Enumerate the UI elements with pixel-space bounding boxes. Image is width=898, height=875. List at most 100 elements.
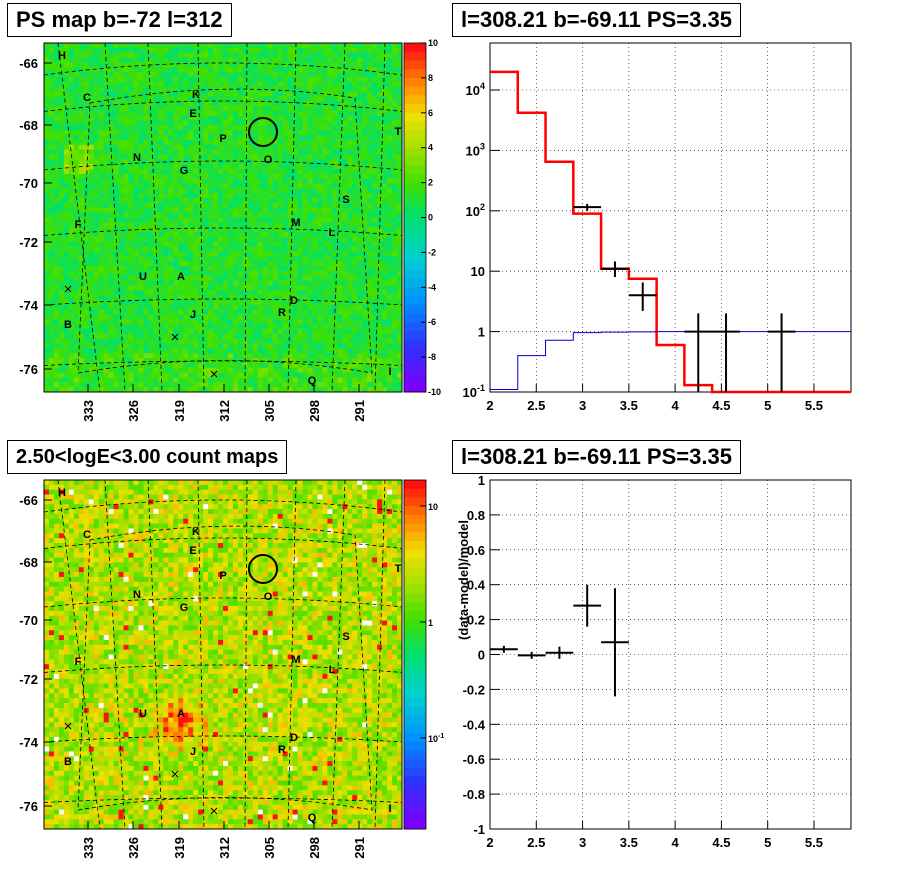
heatmap-cell [302, 324, 308, 330]
heatmap-cell [103, 319, 110, 325]
heatmap-cell [208, 169, 214, 175]
heatmap-cell [342, 135, 348, 141]
heatmap-cell [44, 280, 50, 286]
heatmap-cell [362, 246, 368, 252]
bottom-right-panel-title: l=308.21 b=-69.11 PS=3.35 [452, 440, 741, 474]
heatmap-cell [63, 295, 70, 301]
heatmap-cell [213, 319, 219, 325]
heatmap-cell [183, 86, 189, 92]
heatmap-cell [148, 290, 154, 296]
heatmap-cell [327, 125, 333, 131]
heatmap-cell [292, 348, 298, 354]
heatmap-cell [367, 57, 373, 63]
heatmap-cell [193, 232, 199, 238]
heatmap-cell [148, 67, 154, 73]
heatmap-cell [44, 149, 50, 155]
heatmap-cell [44, 348, 50, 354]
heatmap-cell [312, 280, 318, 286]
heatmap-cell [327, 299, 333, 306]
heatmap-cell [183, 280, 189, 286]
heatmap-cell [267, 348, 274, 354]
heatmap-cell [312, 372, 318, 378]
heatmap-cell [277, 47, 284, 54]
heatmap-cell [223, 101, 229, 107]
heatmap-cell [168, 261, 174, 267]
heatmap-cell [138, 241, 144, 247]
heatmap-cell [123, 353, 129, 359]
heatmap-cell [257, 81, 264, 88]
heatmap-cell [198, 387, 204, 393]
heatmap-cell [203, 188, 209, 194]
heatmap-cell [173, 382, 179, 388]
heatmap-cell [143, 377, 149, 383]
heatmap-cell [93, 96, 100, 102]
heatmap-cell [347, 314, 353, 320]
heatmap-cell [267, 72, 274, 78]
heatmap-cell [382, 285, 388, 291]
heatmap-cell [247, 72, 254, 78]
heatmap-cell [267, 164, 274, 170]
heatmap-cell [257, 217, 264, 223]
heatmap-cell [53, 372, 60, 378]
heatmap-cell [277, 372, 284, 378]
heatmap-cell [148, 333, 154, 340]
heatmap-cell [178, 280, 184, 286]
heatmap-cell [123, 110, 129, 117]
heatmap-cell [237, 159, 244, 165]
heatmap-cell [108, 280, 115, 286]
heatmap-cell [98, 328, 105, 335]
heatmap-cell [98, 256, 105, 262]
heatmap-cell [267, 319, 274, 325]
heatmap-cell [282, 343, 289, 349]
heatmap-cell [158, 173, 164, 180]
heatmap-cell [168, 67, 174, 73]
heatmap-cell [128, 62, 134, 68]
heatmap-cell [173, 227, 179, 233]
heatmap-cell [98, 338, 105, 344]
heatmap-cell [267, 251, 274, 257]
heatmap-cell [232, 91, 239, 97]
heatmap-cell [297, 72, 303, 78]
heatmap-cell [257, 285, 264, 291]
heatmap-cell [292, 202, 298, 209]
heatmap-cell [382, 188, 388, 194]
heatmap-cell [227, 217, 234, 223]
heatmap-cell [198, 265, 204, 272]
heatmap-cell [118, 207, 124, 214]
heatmap-cell [287, 52, 294, 58]
heatmap-cell [247, 387, 254, 393]
heatmap-cell [232, 270, 239, 277]
heatmap-cell [118, 265, 124, 272]
heatmap-cell [188, 241, 194, 247]
heatmap-cell [227, 338, 234, 344]
heatmap-cell [287, 270, 294, 277]
heatmap-cell [73, 275, 80, 281]
heatmap-cell [173, 86, 179, 92]
heatmap-cell [163, 183, 169, 189]
heatmap-cell [227, 367, 234, 374]
heatmap-cell [63, 358, 70, 364]
heatmap-cell [307, 207, 313, 214]
heatmap-cell [312, 217, 318, 223]
heatmap-cell [118, 159, 124, 165]
heatmap-cell [322, 362, 328, 369]
heatmap-cell [63, 362, 70, 369]
heatmap-cell [68, 164, 75, 170]
heatmap-cell [242, 62, 249, 68]
heatmap-cell [262, 173, 269, 180]
heatmap-cell [232, 387, 239, 393]
heatmap-cell [242, 241, 249, 247]
heatmap-cell [173, 169, 179, 175]
heatmap-cell [247, 76, 254, 83]
heatmap-cell [168, 96, 174, 102]
heatmap-cell [188, 81, 194, 88]
heatmap-cell [103, 139, 110, 146]
heatmap-cell [297, 251, 303, 257]
heatmap-cell [63, 212, 70, 218]
heatmap-cell [223, 343, 229, 349]
heatmap-cell [123, 169, 129, 175]
heatmap-cell [267, 232, 274, 238]
heatmap-cell [138, 290, 144, 296]
heatmap-cell [272, 57, 279, 63]
heatmap-cell [93, 169, 100, 175]
